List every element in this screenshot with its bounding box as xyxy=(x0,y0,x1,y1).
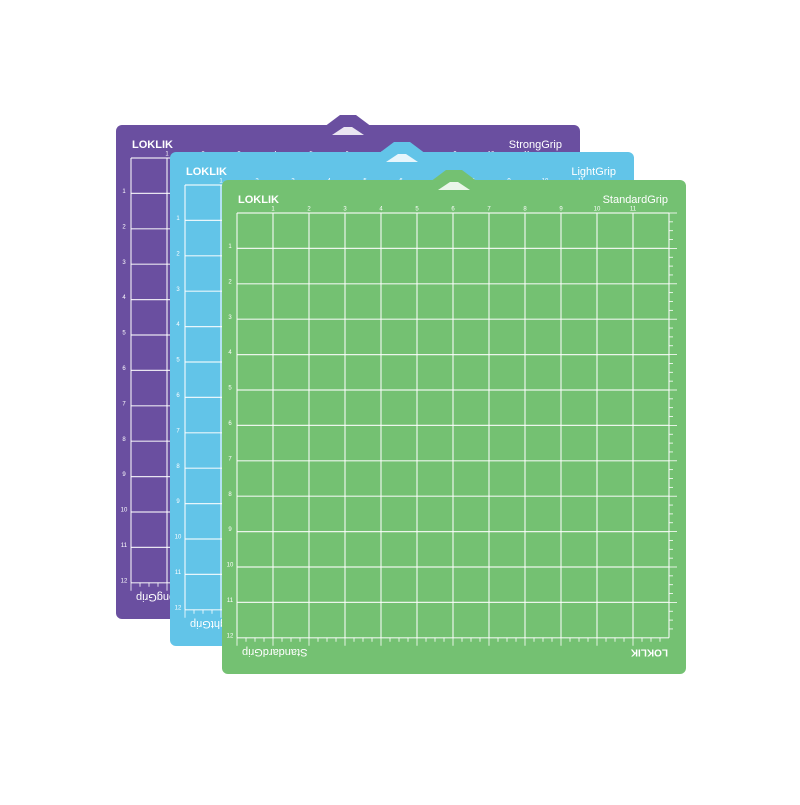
ruler-number: 12 xyxy=(121,578,128,584)
ruler-number: 5 xyxy=(122,331,126,337)
ruler-number: 1 xyxy=(228,244,232,250)
ruler-number: 10 xyxy=(175,535,182,541)
ruler-number: 6 xyxy=(122,366,126,372)
ruler-number: 1 xyxy=(122,189,126,195)
hang-hole xyxy=(438,182,470,190)
hang-tab xyxy=(324,115,372,127)
ruler-number: 5 xyxy=(415,207,419,213)
ruler-number: 4 xyxy=(379,207,383,213)
ruler-number: 7 xyxy=(122,401,126,407)
ruler-number: 3 xyxy=(228,315,232,321)
brand-logo: LOKLIK xyxy=(186,166,227,178)
grip-label: LightGrip xyxy=(571,166,616,178)
ruler-number: 6 xyxy=(228,421,232,427)
ruler-number: 1 xyxy=(165,152,169,158)
ruler-number: 8 xyxy=(122,437,126,443)
ruler-number: 5 xyxy=(176,358,180,364)
ruler-number: 3 xyxy=(343,207,347,213)
grip-label: StandardGrip xyxy=(603,194,668,206)
ruler-number: 11 xyxy=(121,543,128,549)
grip-label-inverted: StandardGrip xyxy=(242,646,307,658)
hang-hole xyxy=(332,127,364,135)
hang-hole xyxy=(386,154,418,162)
brand-logo-inverted: LOKLIK xyxy=(630,646,668,657)
brand-logo: LOKLIK xyxy=(238,194,279,206)
ruler-number: 8 xyxy=(228,492,232,498)
ruler-number: 12 xyxy=(175,605,182,611)
ruler-number: 8 xyxy=(176,464,180,470)
ruler-number: 3 xyxy=(122,260,126,266)
grip-label: StrongGrip xyxy=(509,139,562,151)
ruler-number: 11 xyxy=(175,570,182,576)
ruler-number: 7 xyxy=(176,428,180,434)
ruler-number: 9 xyxy=(228,527,232,533)
mat-body xyxy=(222,180,686,674)
ruler-number: 7 xyxy=(228,456,232,462)
ruler-number: 9 xyxy=(559,207,563,213)
brand-logo: LOKLIK xyxy=(132,139,173,151)
ruler-number: 2 xyxy=(176,251,180,257)
ruler-number: 2 xyxy=(307,207,311,213)
ruler-number: 4 xyxy=(122,295,126,301)
ruler-number: 11 xyxy=(227,598,234,604)
ruler-number: 9 xyxy=(176,499,180,505)
ruler-number: 1 xyxy=(176,216,180,222)
hang-tab xyxy=(430,170,478,182)
ruler-number: 4 xyxy=(176,322,180,328)
hang-tab xyxy=(378,142,426,154)
ruler-number: 10 xyxy=(227,563,234,569)
ruler-number: 10 xyxy=(594,207,601,213)
ruler-number: 1 xyxy=(219,179,223,185)
ruler-number: 12 xyxy=(227,633,234,639)
ruler-number: 10 xyxy=(121,508,128,514)
ruler-number: 5 xyxy=(228,386,232,392)
ruler-number: 8 xyxy=(523,207,527,213)
ruler-number: 11 xyxy=(630,207,637,213)
ruler-number: 3 xyxy=(176,287,180,293)
ruler-number: 2 xyxy=(228,279,232,285)
ruler-number: 4 xyxy=(228,350,232,356)
ruler-number: 6 xyxy=(176,393,180,399)
ruler-number: 1 xyxy=(271,207,275,213)
ruler-number: 2 xyxy=(122,224,126,230)
ruler-number: 9 xyxy=(122,472,126,478)
ruler-number: 7 xyxy=(487,207,491,213)
ruler-number: 6 xyxy=(451,207,455,213)
